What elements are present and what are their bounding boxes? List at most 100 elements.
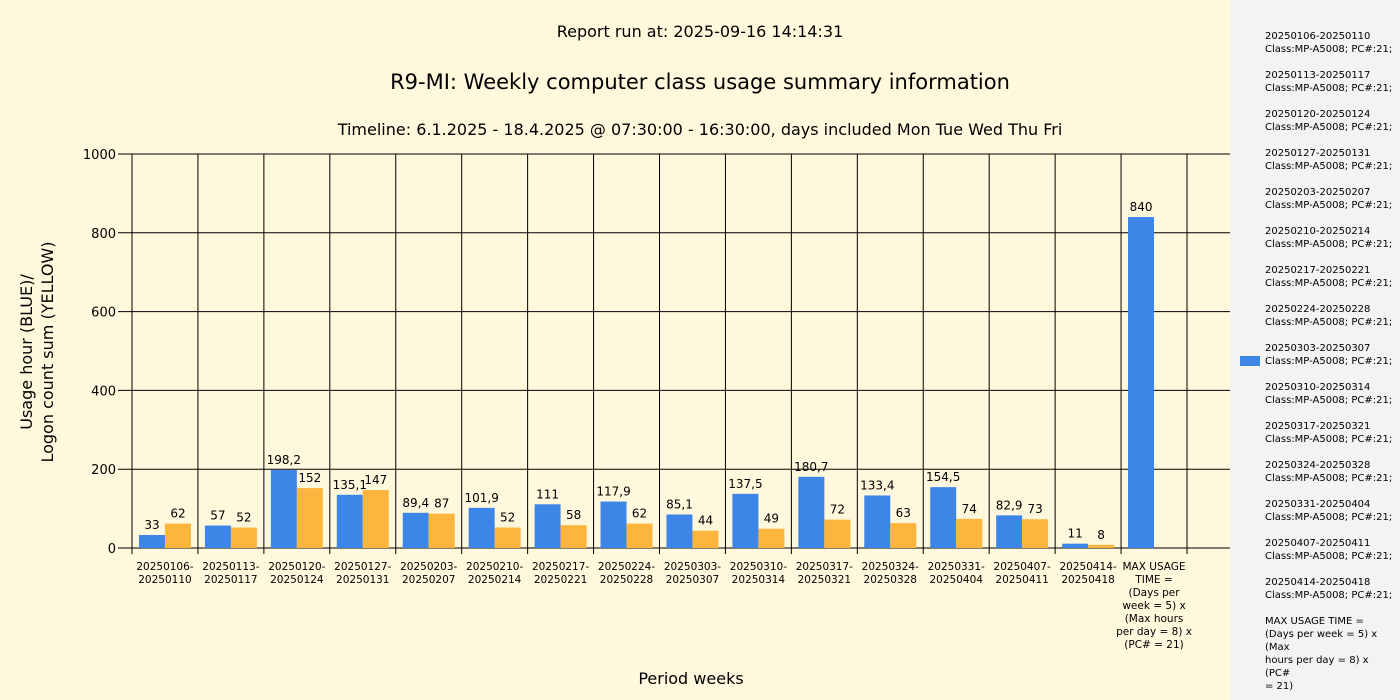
legend-item: 20250127-20250131 Class:MP-A5008; PC#:21; <box>1265 147 1395 173</box>
legend-item-text: Class:MP-A5008; PC#:21; <box>1265 395 1393 406</box>
y-tick-label: 200 <box>91 463 116 478</box>
usage-hours-data-label: 117,9 <box>596 485 630 499</box>
legend-item-text: 20250310-20250314 <box>1265 382 1371 393</box>
legend-item-text: Class:MP-A5008; PC#:21; <box>1265 590 1393 601</box>
legend-item: 20250120-20250124 Class:MP-A5008; PC#:21; <box>1265 108 1395 134</box>
x-tick-label: 20250110 <box>138 574 191 586</box>
logon-count-data-label: 63 <box>896 506 911 520</box>
logon-count-bar <box>1022 519 1049 548</box>
legend-item-text: 20250106-20250110 <box>1265 31 1371 42</box>
logon-count-data-label: 74 <box>962 502 977 516</box>
x-tick-label: 20250117 <box>204 574 257 586</box>
usage-hours-data-label: 85,1 <box>666 497 693 511</box>
x-tick-label: 20250214 <box>468 574 522 586</box>
usage-hours-bar <box>270 469 297 548</box>
report-run-timestamp: Report run at: 2025-09-16 14:14:31 <box>556 22 844 41</box>
usage-hours-data-label: 133,4 <box>860 478 894 492</box>
logon-count-bar <box>230 527 257 548</box>
usage-hours-bar <box>732 493 759 548</box>
logon-count-data-label: 152 <box>298 471 321 485</box>
logon-count-bar <box>758 528 785 548</box>
legend-item: 20250106-20250110 Class:MP-A5008; PC#:21; <box>1265 30 1395 56</box>
x-tick-label: 20250321 <box>798 574 851 586</box>
x-tick-label: (Max hours <box>1125 613 1184 625</box>
x-tick-label: (Days per <box>1128 587 1180 599</box>
legend-item: 20250310-20250314 Class:MP-A5008; PC#:21; <box>1265 381 1395 407</box>
logon-count-data-label: 58 <box>566 508 581 522</box>
usage-hours-data-label: 89,4 <box>402 496 429 510</box>
logon-count-data-label: 52 <box>500 511 515 525</box>
x-tick-label: 20250106- <box>136 561 193 573</box>
logon-count-data-label: 62 <box>170 507 185 521</box>
legend-item-text: 20250203-20250207 <box>1265 187 1371 198</box>
logon-count-data-label: 73 <box>1028 502 1043 516</box>
bar-chart-plot: 0 200 400 600 800 1000 33 62 20250106-20250110 57… <box>83 148 1230 651</box>
x-tick-label: 20250203- <box>400 561 457 573</box>
legend-item-text: 20250210-20250214 <box>1265 226 1371 237</box>
legend-item-text: Class:MP-A5008; PC#:21; <box>1265 317 1393 328</box>
x-tick-label: 20250307 <box>666 574 719 586</box>
logon-count-bar <box>890 523 917 548</box>
usage-hours-bar <box>204 525 231 548</box>
x-tick-label: per day = 8) x <box>1116 626 1192 638</box>
usage-hours-bar <box>798 476 825 548</box>
usage-hours-data-label: 198,2 <box>267 453 301 467</box>
logon-count-bar <box>494 527 521 548</box>
x-tick-label: 20250418 <box>1061 574 1114 586</box>
x-tick-label: 20250328 <box>864 574 917 586</box>
legend-item-text: 20250224-20250228 <box>1265 304 1371 315</box>
logon-count-data-label: 49 <box>764 512 779 526</box>
legend-item-text: 20250303-20250307 <box>1265 343 1371 354</box>
legend-item-text: Class:MP-A5008; PC#:21; <box>1265 434 1393 445</box>
x-tick-label: 20250127- <box>334 561 391 573</box>
x-tick-label: 20250120- <box>268 561 325 573</box>
legend-item-text: 20250324-20250328 <box>1265 460 1371 471</box>
legend-swatch-blue <box>1240 356 1260 366</box>
x-tick-label: 20250324- <box>862 561 919 573</box>
usage-hours-data-label: 101,9 <box>464 491 498 505</box>
logon-count-bar <box>296 488 323 548</box>
x-tick-label: 20250210- <box>466 561 523 573</box>
usage-hours-bar <box>930 487 957 548</box>
usage-hours-bar <box>1062 543 1089 548</box>
legend-item-text: Class:MP-A5008; PC#:21; <box>1265 200 1393 211</box>
x-tick-label: 20250131 <box>336 574 389 586</box>
x-tick-label: 20250228 <box>600 574 653 586</box>
usage-hours-bar <box>1128 217 1155 549</box>
usage-hours-bar <box>666 514 693 548</box>
legend-item-text: 20250407-20250411 <box>1265 538 1371 549</box>
logon-count-data-label: 62 <box>632 507 647 521</box>
usage-hours-bar <box>534 504 561 548</box>
logon-count-data-label: 87 <box>434 497 449 511</box>
x-tick-label: 20250113- <box>202 561 259 573</box>
usage-hours-bar <box>600 501 627 548</box>
usage-hours-bar <box>138 534 165 548</box>
usage-hours-data-label: 135,1 <box>333 478 367 492</box>
logon-count-data-label: 147 <box>364 473 387 487</box>
chart-area <box>0 0 1230 700</box>
chart-title: R9-MI: Weekly computer class usage summa… <box>390 70 1010 94</box>
usage-hours-bar <box>864 495 891 548</box>
x-tick-label: 20250221 <box>534 574 587 586</box>
legend-item: 20250224-20250228 Class:MP-A5008; PC#:21; <box>1265 303 1395 329</box>
legend-item-text: 20250217-20250221 <box>1265 265 1371 276</box>
x-tick-label: 20250224- <box>598 561 655 573</box>
logon-count-data-label: 44 <box>698 514 713 528</box>
legend-item-text: 20250331-20250404 <box>1265 499 1371 510</box>
legend-item-text: hours per day = 8) x (PC# <box>1265 655 1369 679</box>
legend-item: MAX USAGE TIME = (Days per week = 5) x (… <box>1265 615 1395 693</box>
usage-hours-bar <box>402 512 429 548</box>
logon-count-bar <box>1088 544 1115 548</box>
legend-item-text: (Days per week = 5) x (Max <box>1265 629 1378 653</box>
usage-hours-data-label: 111 <box>536 487 559 501</box>
usage-hours-bar <box>468 507 495 548</box>
y-tick-label: 0 <box>108 542 116 557</box>
legend-item: 20250203-20250207 Class:MP-A5008; PC#:21; <box>1265 186 1395 212</box>
x-tick-label: 20250314 <box>732 574 786 586</box>
usage-hours-data-label: 33 <box>144 518 159 532</box>
y-tick-label: 600 <box>91 306 116 321</box>
legend-item-text: Class:MP-A5008; PC#:21; <box>1265 44 1393 55</box>
legend-item-text: 20250414-20250418 <box>1265 577 1371 588</box>
legend-item: 20250210-20250214 Class:MP-A5008; PC#:21; <box>1265 225 1395 251</box>
usage-hours-bar <box>336 494 363 548</box>
